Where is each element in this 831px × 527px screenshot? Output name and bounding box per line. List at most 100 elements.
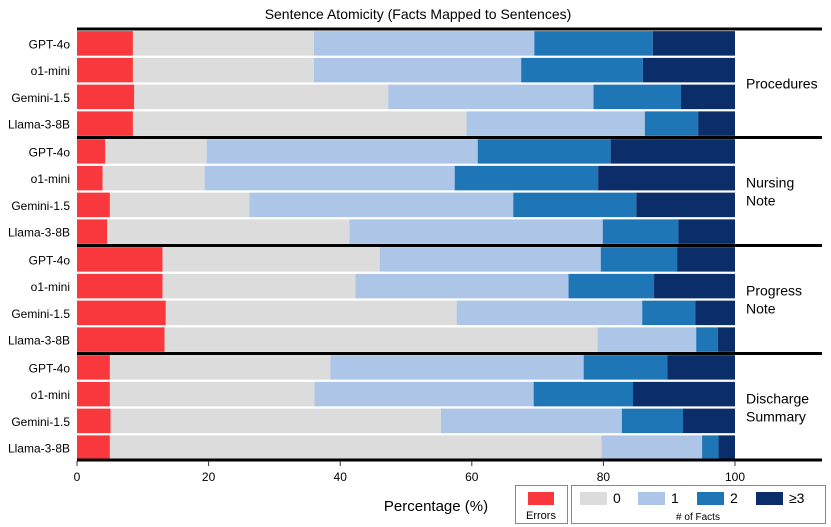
bar-procedures-o1-mini-fact-2 bbox=[521, 57, 643, 83]
bar-nursing-note-gpt-4o-errors bbox=[77, 139, 106, 164]
bar-discharge-summary-gpt-4o-errors bbox=[77, 355, 110, 380]
bar-discharge-summary-gpt-4o-fact-0 bbox=[109, 355, 331, 380]
y-label-procedures-llama-3-8b: Llama-3-8B bbox=[8, 118, 70, 132]
x-tick-label-100: 100 bbox=[725, 470, 745, 484]
group-separators bbox=[77, 27, 822, 462]
bar-procedures-gpt-4o-fact-1 bbox=[313, 31, 535, 56]
bar-procedures-llama-3-8b-fact-0 bbox=[132, 111, 467, 136]
bar-nursing-note-o1-mini-fact-0 bbox=[102, 165, 205, 191]
bar-nursing-note-gemini-1-5-fact-3plus bbox=[636, 192, 735, 218]
group-label-line: Note bbox=[746, 301, 776, 317]
bar-procedures-llama-3-8b-errors bbox=[77, 111, 133, 136]
y-label-discharge-summary-o1-mini: o1-mini bbox=[31, 388, 70, 402]
x-axis: 0 20 40 60 80 100 bbox=[74, 461, 745, 484]
bar-progress-note-o1-mini-fact-2 bbox=[568, 273, 655, 299]
bars-layer bbox=[77, 31, 735, 460]
bar-progress-note-gpt-4o-fact-1 bbox=[379, 247, 601, 272]
bar-discharge-summary-gemini-1-5-errors bbox=[77, 408, 111, 434]
x-tick-label-0: 0 bbox=[74, 470, 81, 484]
legend-label-fact-0: 0 bbox=[613, 490, 621, 506]
legend-label-fact-1: 1 bbox=[671, 490, 679, 506]
legend-label-fact-2: 2 bbox=[730, 490, 738, 506]
legend-swatch-fact-2 bbox=[697, 492, 724, 505]
y-label-progress-note-gemini-1-5: Gemini-1.5 bbox=[11, 307, 70, 321]
bar-nursing-note-llama-3-8b-errors bbox=[77, 219, 108, 244]
group-labels: Procedures Nursing Note Progress Note Dischar… bbox=[746, 76, 818, 425]
bar-discharge-summary-o1-mini-fact-1 bbox=[314, 381, 534, 407]
bar-nursing-note-llama-3-8b-fact-1 bbox=[349, 219, 603, 244]
bar-procedures-gemini-1-5-fact-2 bbox=[593, 84, 682, 110]
bar-nursing-note-gpt-4o-fact-1 bbox=[206, 139, 478, 164]
bar-progress-note-gemini-1-5-fact-2 bbox=[642, 300, 696, 326]
bar-discharge-summary-gpt-4o-fact-2 bbox=[583, 355, 668, 380]
legend-swatch-fact-0 bbox=[580, 492, 607, 505]
group-label-progress-note: Progress Note bbox=[746, 283, 802, 317]
bar-discharge-summary-o1-mini-fact-2 bbox=[533, 381, 634, 407]
group-label-nursing-note: Nursing Note bbox=[746, 175, 794, 209]
x-tick-label-80: 80 bbox=[597, 470, 611, 484]
x-tick-label-20: 20 bbox=[202, 470, 216, 484]
legend-errors-swatch bbox=[528, 492, 554, 505]
group-label-line: Note bbox=[746, 193, 776, 209]
bar-procedures-gpt-4o-fact-3plus bbox=[652, 31, 735, 56]
bar-nursing-note-llama-3-8b-fact-2 bbox=[602, 219, 679, 244]
bar-procedures-o1-mini-fact-3plus bbox=[642, 57, 735, 83]
y-label-procedures-gpt-4o: GPT-4o bbox=[29, 37, 71, 51]
bar-discharge-summary-gemini-1-5-fact-1 bbox=[440, 408, 622, 434]
bar-nursing-note-gpt-4o-fact-0 bbox=[105, 139, 207, 164]
legend-label-fact-3plus: ≥3 bbox=[789, 490, 805, 506]
y-label-progress-note-gpt-4o: GPT-4o bbox=[29, 253, 71, 267]
bar-procedures-llama-3-8b-fact-1 bbox=[466, 111, 645, 136]
bar-procedures-gemini-1-5-fact-1 bbox=[388, 84, 594, 110]
bar-discharge-summary-o1-mini-fact-0 bbox=[109, 381, 315, 407]
bar-procedures-gemini-1-5-errors bbox=[77, 84, 135, 110]
bar-nursing-note-gemini-1-5-fact-1 bbox=[249, 192, 514, 218]
bar-nursing-note-llama-3-8b-fact-3plus bbox=[678, 219, 735, 244]
bar-nursing-note-o1-mini-fact-3plus bbox=[598, 165, 735, 191]
bar-progress-note-llama-3-8b-fact-2 bbox=[696, 327, 718, 352]
bar-procedures-o1-mini-fact-0 bbox=[132, 57, 314, 83]
bar-procedures-o1-mini-errors bbox=[77, 57, 133, 83]
bar-discharge-summary-llama-3-8b-fact-2 bbox=[702, 435, 719, 460]
bar-nursing-note-gemini-1-5-fact-0 bbox=[109, 192, 250, 218]
x-tick-label-40: 40 bbox=[334, 470, 348, 484]
bar-progress-note-o1-mini-fact-3plus bbox=[654, 273, 735, 299]
group-label-line: Discharge bbox=[746, 391, 809, 407]
legend-errors-label: Errors bbox=[526, 510, 556, 522]
bar-nursing-note-gpt-4o-fact-2 bbox=[477, 139, 611, 164]
bar-discharge-summary-gemini-1-5-fact-2 bbox=[621, 408, 684, 434]
bar-discharge-summary-llama-3-8b-fact-1 bbox=[601, 435, 703, 460]
y-label-nursing-note-gpt-4o: GPT-4o bbox=[29, 145, 71, 159]
y-label-nursing-note-o1-mini: o1-mini bbox=[31, 172, 70, 186]
bar-nursing-note-llama-3-8b-fact-0 bbox=[107, 219, 350, 244]
bar-nursing-note-gemini-1-5-fact-2 bbox=[513, 192, 637, 218]
bar-progress-note-o1-mini-errors bbox=[77, 273, 163, 299]
bar-progress-note-llama-3-8b-fact-3plus bbox=[717, 327, 735, 352]
y-label-procedures-gemini-1-5: Gemini-1.5 bbox=[11, 91, 70, 105]
bar-progress-note-gemini-1-5-fact-1 bbox=[456, 300, 643, 326]
bar-progress-note-llama-3-8b-fact-0 bbox=[164, 327, 598, 352]
legend-swatch-fact-1 bbox=[638, 492, 665, 505]
bar-discharge-summary-gpt-4o-fact-3plus bbox=[667, 355, 735, 380]
bar-procedures-gpt-4o-fact-2 bbox=[534, 31, 653, 56]
y-label-nursing-note-gemini-1-5: Gemini-1.5 bbox=[11, 199, 70, 213]
bar-procedures-o1-mini-fact-1 bbox=[313, 57, 522, 83]
bar-progress-note-llama-3-8b-errors bbox=[77, 327, 165, 352]
bar-procedures-llama-3-8b-fact-2 bbox=[644, 111, 699, 136]
y-axis-labels: GPT-4o o1-mini Gemini-1.5 Llama-3-8B GPT-4o o… bbox=[8, 37, 70, 455]
bar-discharge-summary-gemini-1-5-fact-0 bbox=[110, 408, 441, 434]
bar-progress-note-gemini-1-5-errors bbox=[77, 300, 166, 326]
legend: Errors 0 1 2 ≥3 # of Facts bbox=[515, 485, 826, 524]
bar-nursing-note-o1-mini-errors bbox=[77, 165, 103, 191]
bar-progress-note-gemini-1-5-fact-0 bbox=[165, 300, 457, 326]
group-label-line: Progress bbox=[746, 283, 802, 299]
bar-progress-note-gpt-4o-errors bbox=[77, 247, 163, 272]
bar-progress-note-gemini-1-5-fact-3plus bbox=[695, 300, 735, 326]
bar-procedures-gpt-4o-fact-0 bbox=[132, 31, 314, 56]
legend-facts-box bbox=[571, 485, 826, 524]
bar-discharge-summary-llama-3-8b-fact-3plus bbox=[718, 435, 735, 460]
bar-progress-note-gpt-4o-fact-3plus bbox=[677, 247, 735, 272]
bar-nursing-note-gpt-4o-fact-3plus bbox=[610, 139, 735, 164]
bar-progress-note-gpt-4o-fact-2 bbox=[600, 247, 678, 272]
